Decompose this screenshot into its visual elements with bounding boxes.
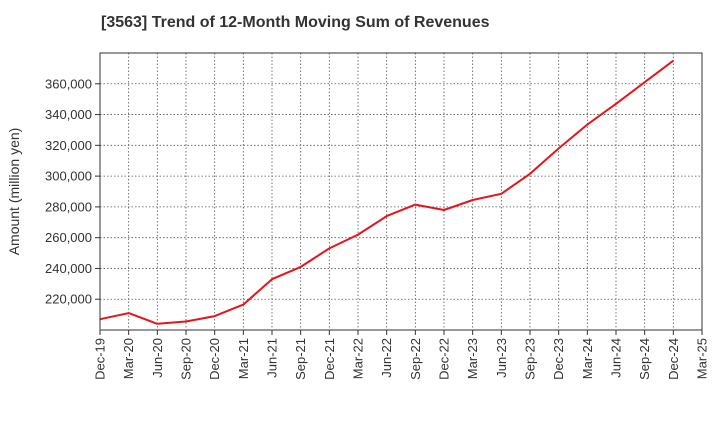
- x-axis-ticks: Dec-19 Mar-20 Jun-20 Sep-20 Dec-20 Mar-21 Jun-…: [93, 330, 710, 380]
- x-tick-label: Jun-22: [379, 338, 394, 378]
- x-tick-label: Mar-20: [121, 338, 136, 379]
- x-tick-label: Sep-22: [408, 338, 423, 380]
- y-axis-ticks: 220,000 240,000 260,000 280,000 300,000 320,0…: [45, 76, 100, 307]
- x-tick-label: Dec-22: [437, 338, 452, 380]
- x-tick-label: Jun-24: [609, 338, 624, 378]
- y-tick-label: 360,000: [45, 76, 92, 91]
- x-tick-label: Mar-25: [695, 338, 710, 379]
- x-tick-label: Dec-19: [93, 338, 108, 380]
- x-tick-label: Dec-21: [322, 338, 337, 380]
- x-tick-label: Dec-24: [666, 338, 681, 380]
- x-tick-label: Sep-23: [523, 338, 538, 380]
- x-tick-label: Sep-24: [637, 338, 652, 380]
- x-tick-label: Sep-21: [293, 338, 308, 380]
- x-tick-label: Dec-20: [207, 338, 222, 380]
- y-tick-label: 220,000: [45, 292, 92, 307]
- y-tick-label: 320,000: [45, 138, 92, 153]
- x-tick-label: Dec-23: [551, 338, 566, 380]
- x-tick-label: Mar-23: [465, 338, 480, 379]
- y-tick-label: 340,000: [45, 107, 92, 122]
- y-tick-label: 280,000: [45, 199, 92, 214]
- x-tick-label: Mar-24: [580, 338, 595, 379]
- x-tick-label: Jun-21: [265, 338, 280, 378]
- x-tick-label: Jun-23: [494, 338, 509, 378]
- y-tick-label: 300,000: [45, 169, 92, 184]
- series-group: [99, 59, 674, 325]
- chart-title: [3563] Trend of 12-Month Moving Sum of R…: [101, 14, 490, 31]
- x-tick-label: Sep-20: [179, 338, 194, 380]
- y-tick-label: 240,000: [45, 261, 92, 276]
- y-axis-label: Amount (million yen): [6, 128, 22, 256]
- y-tick-label: 260,000: [45, 230, 92, 245]
- x-tick-label: Mar-22: [351, 338, 366, 379]
- grid-lines: [100, 53, 702, 330]
- x-tick-label: Mar-21: [236, 338, 251, 379]
- series-line: [99, 59, 674, 325]
- plot-frame: [99, 52, 703, 331]
- x-tick-label: Jun-20: [150, 338, 165, 378]
